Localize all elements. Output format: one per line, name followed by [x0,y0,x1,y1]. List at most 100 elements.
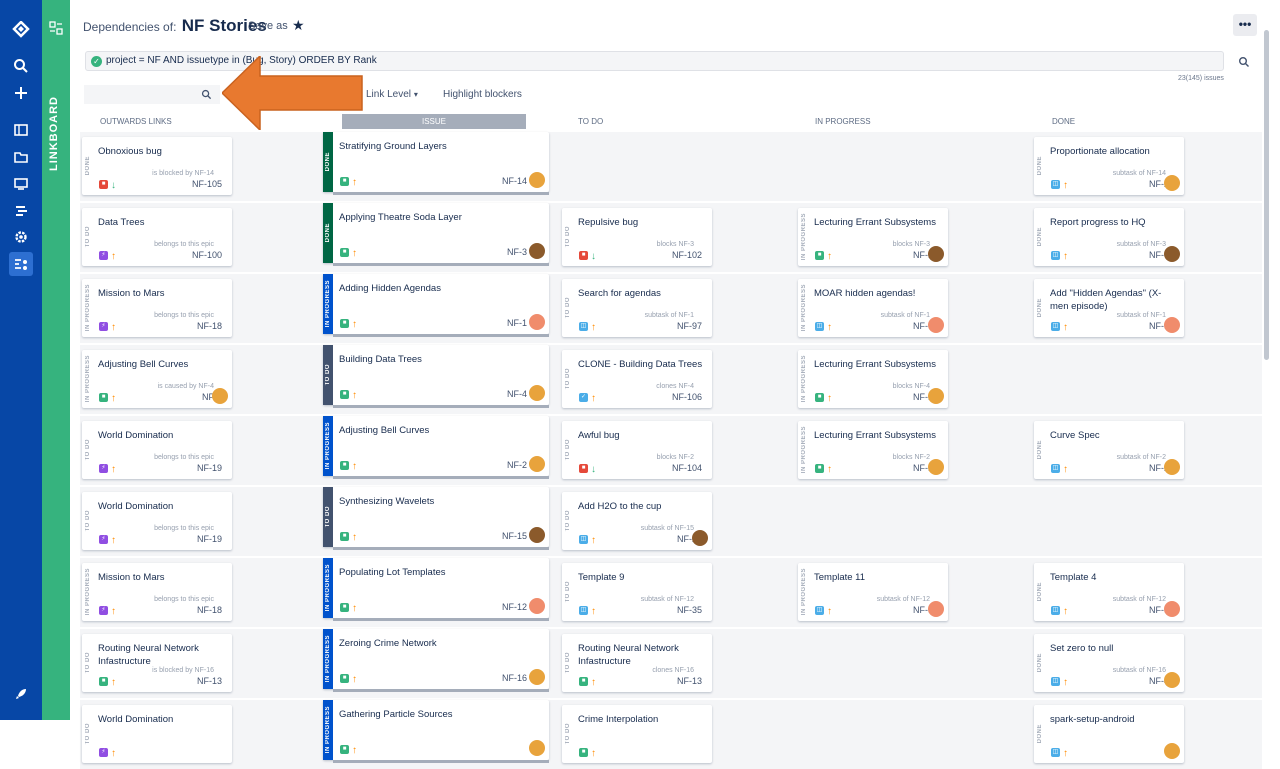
inprogress-card[interactable]: IN PROGRESS Lecturing Errant Subsystems bl… [798,350,948,408]
issue-key[interactable]: NF-55 [1148,321,1174,331]
jql-query-bar[interactable]: ✓ project = NF AND issuetype in (Bug, St… [85,51,1224,71]
issue-card[interactable]: IN PROGRESS Zeroing Crime Network ■ ↑ NF-16 [323,629,549,692]
issue-key[interactable]: NF-60 [1148,250,1174,260]
issue-key[interactable]: NF-1 [507,318,527,328]
jira-logo-icon[interactable] [9,18,33,42]
avatar[interactable] [1164,317,1180,333]
inprogress-card[interactable]: IN PROGRESS MOAR hidden agendas! subtask o… [798,279,948,337]
inprogress-card[interactable]: IN PROGRESS Template 11 subtask of NF-12 ◫ ↑… [798,563,948,621]
more-actions-button[interactable]: ••• [1233,14,1257,36]
todo-card[interactable]: TO DO Add H2O to the cup subtask of NF-15 ◫… [562,492,712,550]
avatar[interactable] [529,527,545,543]
scrollbar[interactable] [1264,30,1269,360]
avatar[interactable] [212,388,228,404]
issue-card[interactable]: IN PROGRESS Populating Lot Templates ■ ↑ NF-… [323,558,549,621]
board-icon[interactable] [9,118,33,142]
issue-key[interactable]: NF-10 [912,463,938,473]
avatar[interactable] [529,669,545,685]
avatar[interactable] [529,385,545,401]
issue-key[interactable]: NF-106 [671,392,702,402]
link-level-dropdown[interactable]: Link Level ▾ [366,89,418,100]
search-icon[interactable] [9,54,33,78]
linkboard-icon[interactable] [49,21,63,40]
avatar[interactable] [529,172,545,188]
issue-key[interactable]: NF-102 [671,250,702,260]
issue-key[interactable]: NF-105 [191,179,222,189]
out-card[interactable]: TO DO Routing Neural Network Infastructur… [82,634,232,692]
done-card[interactable]: DONE Template 4 subtask of NF-12 ◫ ↑ NF-30 [1034,563,1184,621]
issue-key[interactable]: NF-18 [196,605,222,615]
avatar[interactable] [928,246,944,262]
avatar[interactable] [529,243,545,259]
issue-card[interactable]: TO DO Synthesizing Wavelets ■ ↑ NF-15 [323,487,549,550]
avatar[interactable] [1164,672,1180,688]
issue-key[interactable]: NF-19 [196,534,222,544]
avatar[interactable] [529,456,545,472]
create-icon[interactable] [9,81,33,105]
todo-card[interactable]: TO DO Repulsive bug blocks NF-3 ■ ↓ NF-102 [562,208,712,266]
out-card[interactable]: DONE Obnoxious bug is blocked by NF-14 ■ ↓ NF… [82,137,232,195]
issue-card[interactable]: DONE Applying Theatre Soda Layer ■ ↑ NF-3 [323,203,549,266]
issue-key[interactable]: NF-96 [912,321,938,331]
avatar[interactable] [1164,246,1180,262]
jql-search-icon[interactable] [1238,56,1250,68]
todo-card[interactable]: TO DO Search for agendas subtask of NF-1 ◫ ↑… [562,279,712,337]
issue-card[interactable]: IN PROGRESS Adjusting Bell Curves ■ ↑ NF-2 [323,416,549,479]
avatar[interactable] [928,388,944,404]
issue-key[interactable]: NF-35 [676,605,702,615]
avatar[interactable] [928,601,944,617]
avatar[interactable] [1164,743,1180,759]
highlight-blockers-button[interactable]: Highlight blockers [443,89,522,100]
todo-card[interactable]: TO DO Crime Interpolation ■ ↑ [562,705,712,763]
issue-key[interactable]: NF-3 [507,247,527,257]
done-card[interactable]: DONE Proportionate allocation subtask of N… [1034,137,1184,195]
avatar[interactable] [529,598,545,614]
issue-key[interactable]: NF-25 [1148,463,1174,473]
issue-key[interactable]: NF-18 [196,321,222,331]
out-card[interactable]: TO DO World Domination belongs to this epi… [82,421,232,479]
issue-key[interactable]: NF-104 [671,463,702,473]
menu-icon[interactable] [9,706,33,730]
star-icon[interactable]: ★ [292,17,305,33]
filter-search-icon[interactable] [201,89,212,100]
avatar[interactable] [692,530,708,546]
issue-key[interactable]: NF-30 [1148,605,1174,615]
avatar[interactable] [1164,459,1180,475]
issue-key[interactable]: NF-14 [501,176,527,186]
filter-input[interactable] [84,85,220,104]
todo-card[interactable]: TO DO Routing Neural Network Infastructur… [562,634,712,692]
out-card[interactable]: TO DO World Domination ⚡ ↑ [82,705,232,763]
avatar[interactable] [928,317,944,333]
todo-card[interactable]: TO DO Awful bug blocks NF-2 ■ ↓ NF-104 [562,421,712,479]
issue-card[interactable]: DONE Stratifying Ground Layers ■ ↑ NF-14 [323,132,549,195]
issue-card[interactable]: IN PROGRESS Gathering Particle Sources ■ ↑ [323,700,549,763]
done-card[interactable]: DONE Set zero to null subtask of NF-16 ◫ ↑ NF… [1034,634,1184,692]
issue-key[interactable]: NF-16 [501,673,527,683]
issue-key[interactable]: NF-4 [507,389,527,399]
issue-key[interactable]: NF-100 [191,250,222,260]
issue-key[interactable]: NF-20 [1148,179,1174,189]
rocket-icon[interactable] [9,682,33,706]
issue-key[interactable]: NF-2 [507,460,527,470]
done-card[interactable]: DONE Report progress to HQ subtask of NF-3… [1034,208,1184,266]
out-card[interactable]: TO DO World Domination belongs to this epi… [82,492,232,550]
issue-key[interactable]: NF-37 [912,605,938,615]
issue-card[interactable]: TO DO Building Data Trees ■ ↑ NF-4 [323,345,549,408]
settings-icon[interactable] [9,225,33,249]
avatar[interactable] [529,740,545,756]
issue-key[interactable]: NF-13 [676,676,702,686]
avatar[interactable] [1164,601,1180,617]
out-card[interactable]: TO DO Data Trees belongs to this epic ⚡ ↑ NF-… [82,208,232,266]
todo-card[interactable]: TO DO Template 9 subtask of NF-12 ◫ ↑ NF-35 [562,563,712,621]
avatar[interactable] [1164,175,1180,191]
issue-key[interactable]: NF-97 [676,321,702,331]
issue-key[interactable]: NF-10 [912,250,938,260]
done-card[interactable]: DONE spark-setup-android ◫ ↑ [1034,705,1184,763]
done-card[interactable]: DONE Curve Spec subtask of NF-2 ◫ ↑ NF-25 [1034,421,1184,479]
issue-key[interactable]: NF-13 [196,676,222,686]
out-card[interactable]: IN PROGRESS Mission to Mars belongs to thi… [82,563,232,621]
inprogress-card[interactable]: IN PROGRESS Lecturing Errant Subsystems bl… [798,421,948,479]
issue-card[interactable]: IN PROGRESS Adding Hidden Agendas ■ ↑ NF-1 [323,274,549,337]
out-card[interactable]: IN PROGRESS Adjusting Bell Curves is cause… [82,350,232,408]
todo-card[interactable]: TO DO CLONE - Building Data Trees clones N… [562,350,712,408]
